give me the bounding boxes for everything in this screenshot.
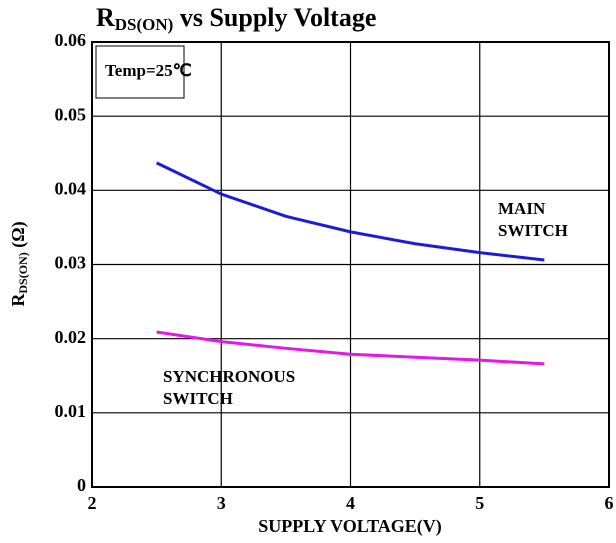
y-tick-label: 0.01 [55,401,87,421]
chart-title: RDS(ON) vs Supply Voltage [96,3,376,34]
y-tick-label: 0.06 [55,30,87,50]
plot-border [91,41,610,488]
x-tick-label: 2 [88,493,97,513]
y-axis-label: RDS(ON) (Ω) [8,221,30,306]
annotation: Temp=25℃ [105,61,192,80]
y-tick-label: 0.02 [55,327,87,347]
ylabel-base: R [8,293,28,307]
y-tick-label: 0 [77,475,86,495]
annotation: SYNCHRONOUS [163,367,295,386]
x-tick-label: 5 [475,493,484,513]
ylabel-rest: (Ω) [8,221,29,252]
x-tick-label: 4 [346,493,355,513]
title-base: R [96,3,115,32]
ylabel-sub: DS(ON) [16,252,30,293]
annotation-box [95,45,185,99]
y-tick-label: 0.03 [55,253,87,273]
x-tick-label: 6 [605,493,614,513]
data-line [156,330,545,366]
x-axis-label: SUPPLY VOLTAGE(V) [258,516,442,537]
annotation: SWITCH [498,221,568,240]
title-sub: DS(ON) [115,15,174,34]
annotation: MAIN [498,199,546,218]
x-tick-label: 3 [217,493,226,513]
y-tick-label: 0.05 [55,104,87,124]
annotation: SWITCH [163,389,233,408]
y-tick-label: 0.04 [55,178,87,198]
data-line [155,161,545,262]
title-rest: vs Supply Voltage [173,3,376,32]
